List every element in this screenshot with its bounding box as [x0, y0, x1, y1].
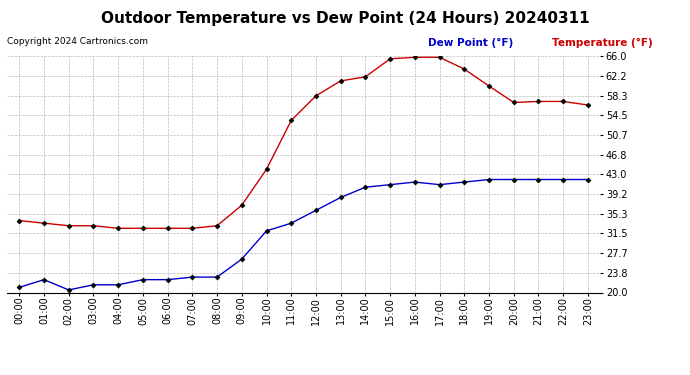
Text: Outdoor Temperature vs Dew Point (24 Hours) 20240311: Outdoor Temperature vs Dew Point (24 Hou… — [101, 11, 589, 26]
Text: Dew Point (°F): Dew Point (°F) — [428, 38, 513, 48]
Text: Temperature (°F): Temperature (°F) — [552, 38, 653, 48]
Text: Copyright 2024 Cartronics.com: Copyright 2024 Cartronics.com — [7, 38, 148, 46]
